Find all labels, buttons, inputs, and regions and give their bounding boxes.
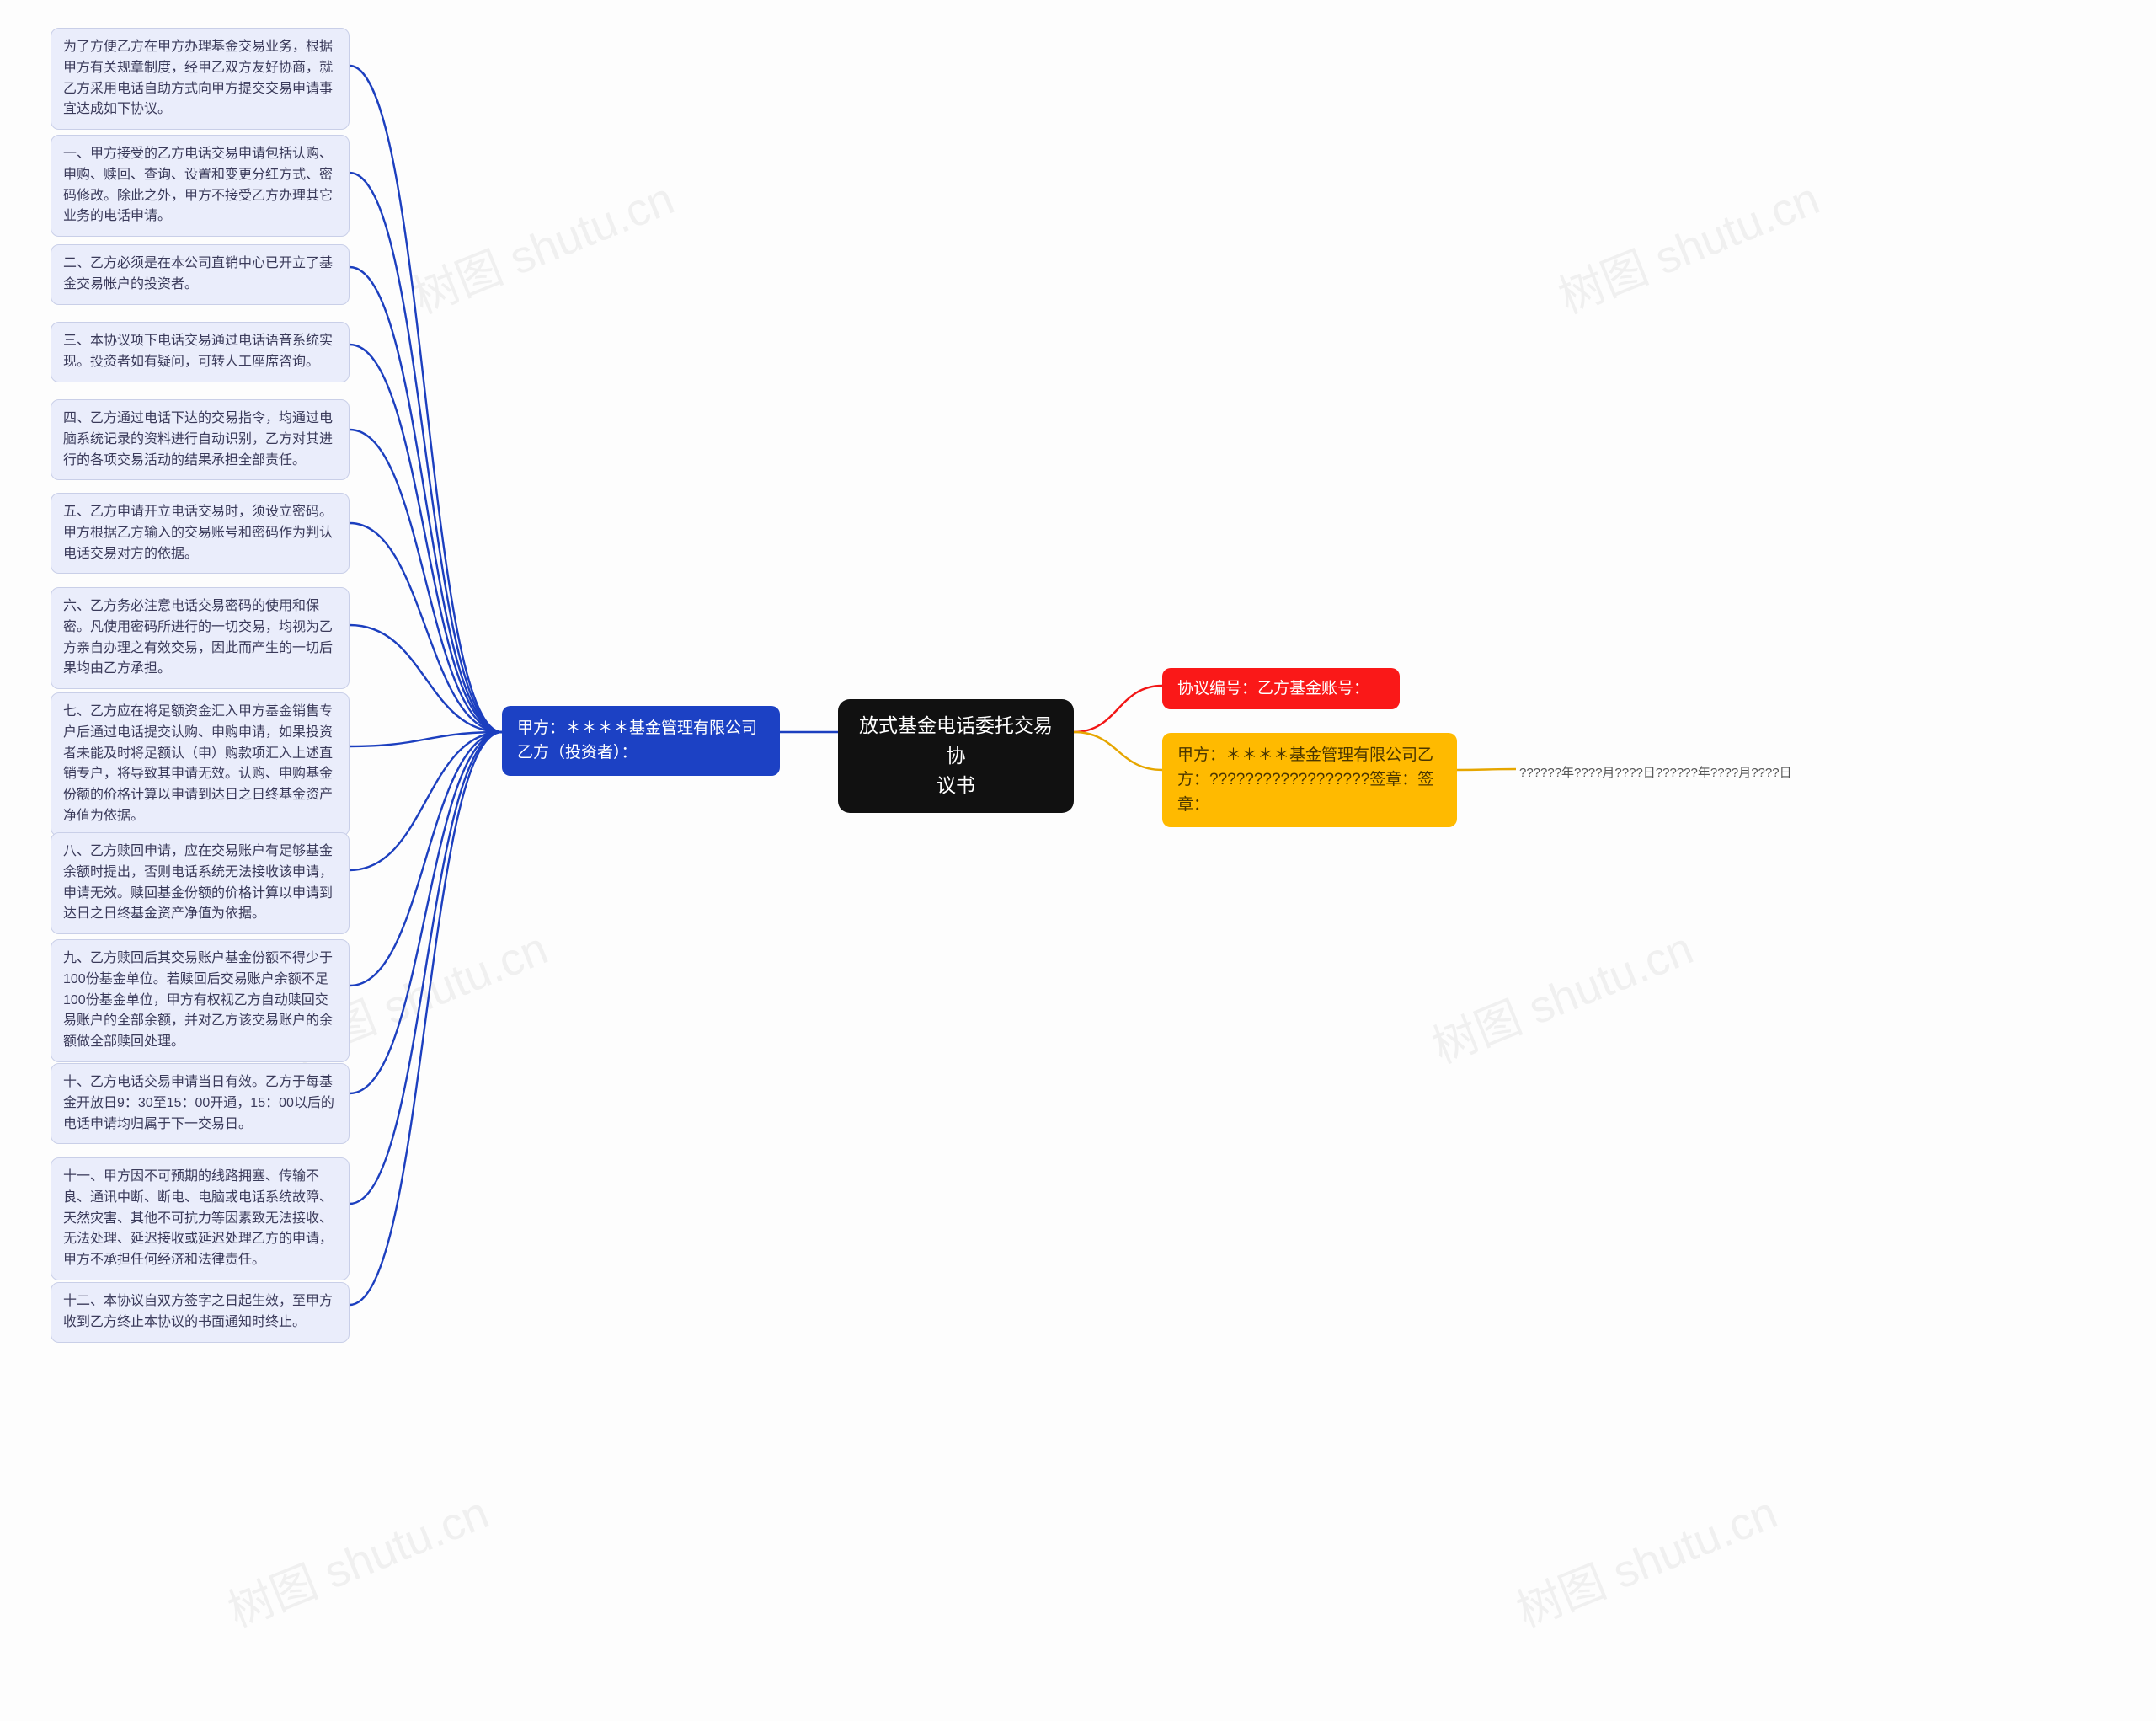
clause-leaf: 十二、本协议自双方签字之日起生效，至甲方收到乙方终止本协议的书面通知时终止。: [51, 1282, 350, 1343]
clause-leaf: 十一、甲方因不可预期的线路拥塞、传输不良、通讯中断、断电、电脑或电话系统故障、天…: [51, 1157, 350, 1280]
root-node: 放式基金电话委托交易协议书: [838, 699, 1074, 813]
clause-leaf: 十、乙方电话交易申请当日有效。乙方于每基金开放日9：30至15：00开通，15：…: [51, 1063, 350, 1144]
clause-leaf: 五、乙方申请开立电话交易时，须设立密码。甲方根据乙方输入的交易账号和密码作为判认…: [51, 493, 350, 574]
watermark: 树图 shutu.cn: [1505, 1476, 1785, 1641]
clause-leaf: 七、乙方应在将足额资金汇入甲方基金销售专户后通过电话提交认购、申购申请，如果投资…: [51, 692, 350, 836]
party-node: 甲方：＊＊＊＊基金管理有限公司乙方（投资者）：: [502, 706, 780, 776]
clause-leaf: 九、乙方赎回后其交易账户基金份额不得少于100份基金单位。若赎回后交易账户余额不…: [51, 939, 350, 1062]
clause-leaf: 六、乙方务必注意电话交易密码的使用和保密。凡使用密码所进行的一切交易，均视为乙方…: [51, 587, 350, 689]
clause-leaf: 一、甲方接受的乙方电话交易申请包括认购、申购、赎回、查询、设置和变更分红方式、密…: [51, 135, 350, 237]
watermark: 树图 shutu.cn: [402, 162, 682, 327]
clause-leaf: 四、乙方通过电话下达的交易指令，均通过电脑系统记录的资料进行自动识别，乙方对其进…: [51, 399, 350, 480]
watermark: 树图 shutu.cn: [1547, 162, 1828, 327]
clause-leaf: 为了方便乙方在甲方办理基金交易业务，根据甲方有关规章制度，经甲乙双方友好协商，就…: [51, 28, 350, 130]
clause-leaf: 二、乙方必须是在本公司直销中心已开立了基金交易帐户的投资者。: [51, 244, 350, 305]
date-leaf: ??????年????月????日??????年????月????日: [1516, 758, 1811, 788]
watermark: 树图 shutu.cn: [216, 1476, 497, 1641]
agreement-id-node: 协议编号：乙方基金账号：: [1162, 668, 1400, 709]
clause-leaf: 三、本协议项下电话交易通过电话语音系统实现。投资者如有疑问，可转人工座席咨询。: [51, 322, 350, 382]
clause-leaf: 八、乙方赎回申请，应在交易账户有足够基金余额时提出，否则电话系统无法接收该申请，…: [51, 832, 350, 934]
watermark: 树图 shutu.cn: [1421, 911, 1701, 1077]
signature-node: 甲方：＊＊＊＊基金管理有限公司乙方：??????????????????签章：签…: [1162, 733, 1457, 827]
